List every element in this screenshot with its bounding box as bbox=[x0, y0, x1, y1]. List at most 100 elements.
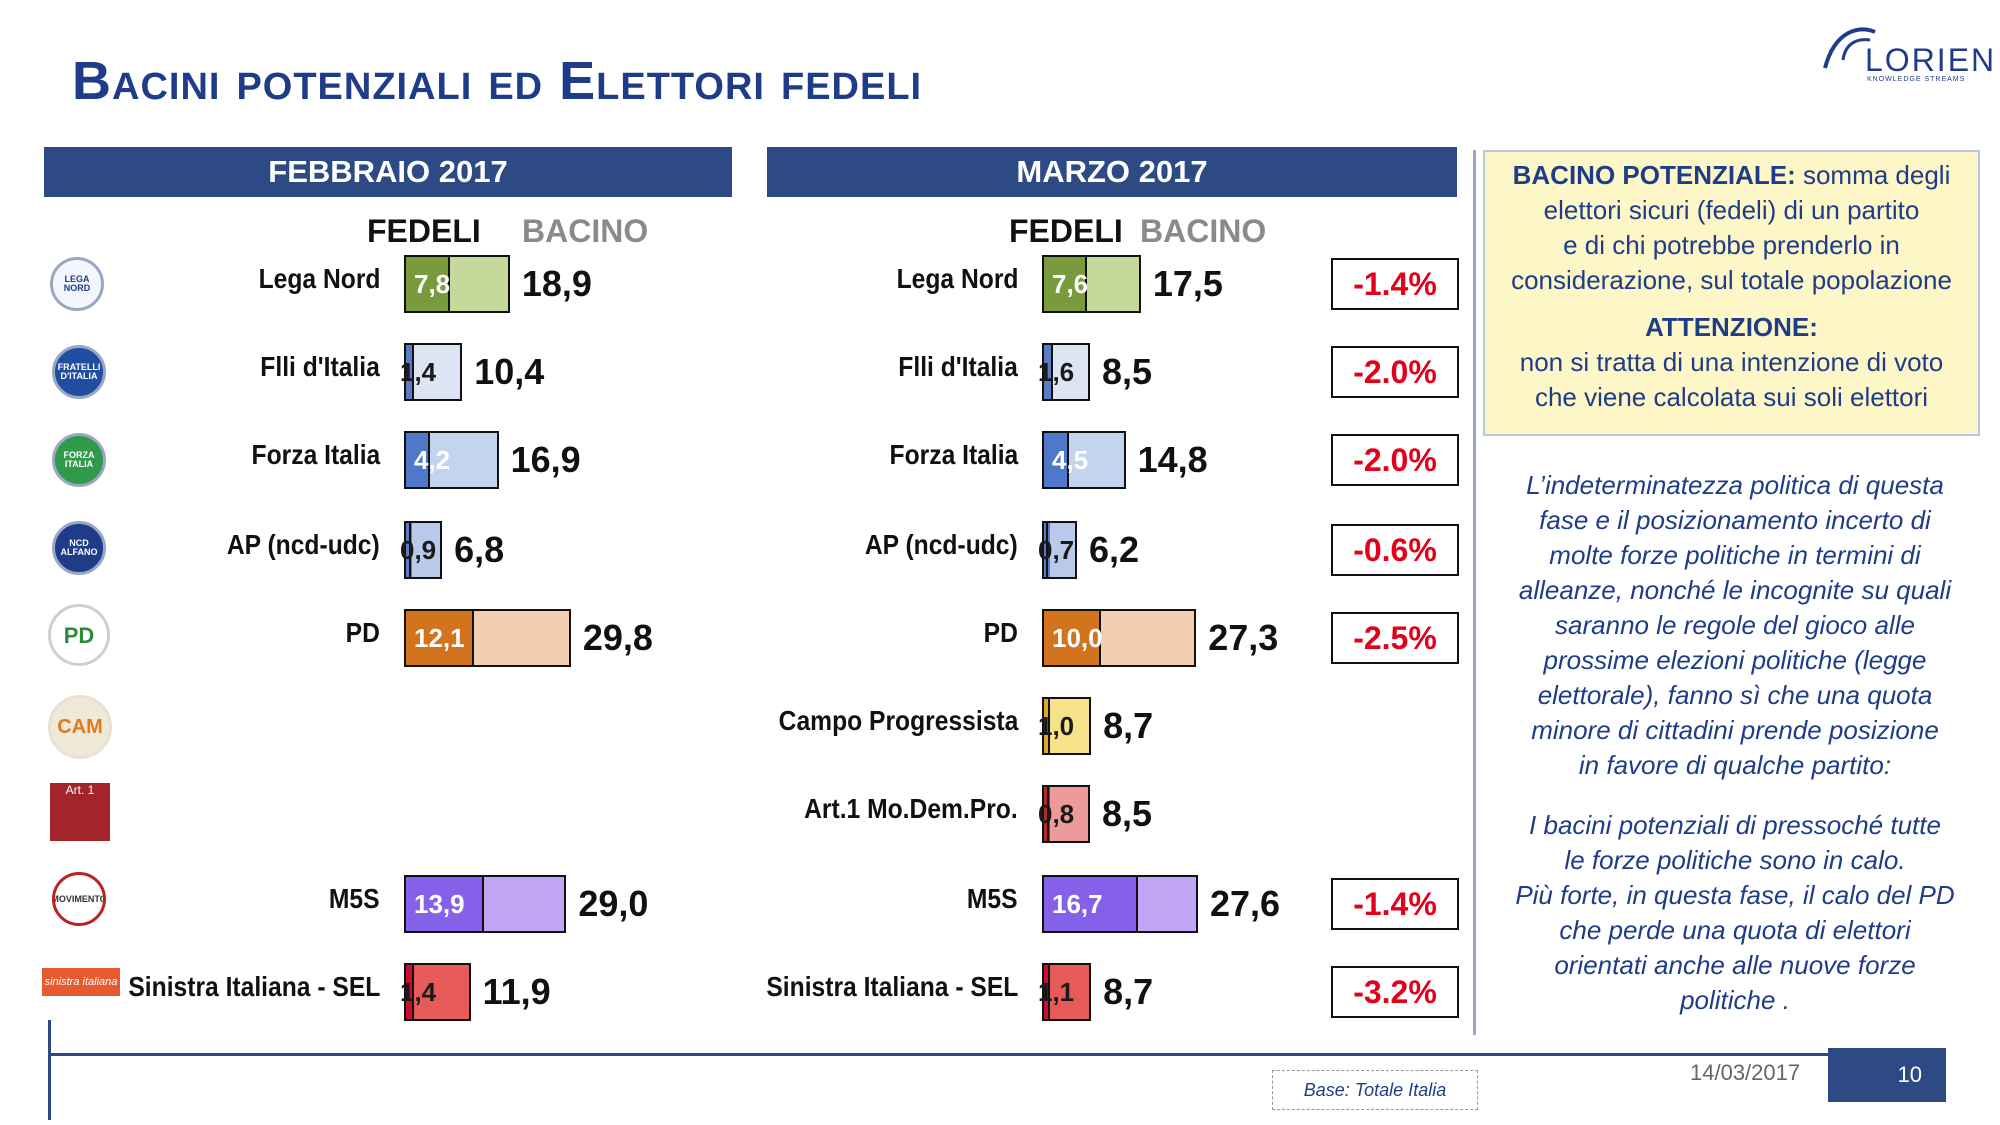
mar-fedeli-divider-sinistra-italiana-sel bbox=[1048, 963, 1051, 1021]
feb-fedeli-bar-forza-italia bbox=[406, 433, 430, 487]
fratelli-italia-logo: FRATELLI D'ITALIA bbox=[52, 345, 106, 399]
feb-bacino-value-m5s: 29,0 bbox=[578, 883, 649, 924]
mar-bacino-bar-art-1-mo-dem-pro bbox=[1042, 785, 1091, 843]
info-text-1b: elettori sicuri (fedeli) di un partito bbox=[1543, 195, 1920, 225]
info-box: BACINO POTENZIALE: somma degli elettori … bbox=[1483, 150, 1980, 436]
mar-label-lega-nord: Lega Nord bbox=[896, 263, 1018, 294]
footer-date: 14/03/2017 bbox=[1690, 1060, 1801, 1085]
m5s-logo-text: MOVIMENTO bbox=[52, 893, 106, 904]
mar-delta-pd: -2.5% bbox=[1331, 612, 1459, 664]
mar-label-flli-d-italia: Flli d'Italia bbox=[898, 351, 1018, 382]
mar-fedeli-divider-ap-ncd-udc bbox=[1045, 521, 1048, 579]
forza-italia-logo-text: FORZA ITALIA bbox=[63, 450, 95, 469]
feb-fedeli-divider-forza-italia bbox=[427, 431, 430, 489]
note-line: politiche . bbox=[1680, 985, 1790, 1015]
mar-label-ap-ncd-udc: AP (ncd-udc) bbox=[865, 529, 1018, 560]
forza-italia-logo: FORZA ITALIA bbox=[52, 433, 106, 487]
feb-bacino-header: BACINO bbox=[522, 213, 649, 249]
note-line: elettorale), fanno sì che una quota bbox=[1537, 680, 1933, 710]
mar-fedeli-divider-forza-italia bbox=[1067, 431, 1070, 489]
mar-fedeli-divider-campo-progressista bbox=[1047, 697, 1050, 755]
feb-fedeli-bar-pd bbox=[406, 611, 474, 665]
note-line: saranno le regole del gioco alle bbox=[1555, 610, 1915, 640]
mar-delta-sinistra-italiana-sel: -3.2% bbox=[1331, 966, 1459, 1018]
feb-fedeli-value-lega-nord: 7,8 bbox=[414, 269, 451, 299]
feb-fedeli-divider-m5s bbox=[481, 875, 484, 933]
feb-bacino-bar-sinistra-italiana-sel bbox=[404, 963, 471, 1021]
ap-ncd-logo: NCD ALFANO bbox=[52, 521, 106, 575]
feb-fedeli-bar-flli-d-italia bbox=[406, 345, 414, 399]
feb-label-m5s: M5S bbox=[329, 883, 380, 914]
mar-bacino-value-forza-italia: 14,8 bbox=[1137, 439, 1208, 480]
mar-label-art-1-mo-dem-pro: Art.1 Mo.Dem.Pro. bbox=[804, 793, 1018, 824]
feb-label-forza-italia: Forza Italia bbox=[251, 439, 380, 470]
feb-fedeli-divider-pd bbox=[471, 609, 474, 667]
mar-label-sinistra-italiana-sel: Sinistra Italiana - SEL bbox=[766, 971, 1018, 1002]
footer-base-box: Base: Totale Italia bbox=[1272, 1070, 1478, 1110]
art1-logo-text: Art. 1 bbox=[65, 783, 95, 797]
info-text-1c: e di chi potrebbe prenderlo in bbox=[1563, 230, 1900, 260]
mar-fedeli-bar-sinistra-italiana-sel bbox=[1044, 965, 1051, 1019]
feb-label-ap-ncd-udc: AP (ncd-udc) bbox=[227, 529, 380, 560]
note-line: le forze politiche sono in calo. bbox=[1564, 845, 1906, 875]
brand-logo: LORIEN KNOWLEDGE STREAMS bbox=[1815, 20, 1995, 90]
commentary-paragraph-1: L’indeterminatezza politica di questa fas… bbox=[1500, 468, 1970, 783]
note-line: orientati anche alle nuove forze bbox=[1554, 950, 1916, 980]
mar-fedeli-bar-forza-italia bbox=[1044, 433, 1070, 487]
note-line: I bacini potenziali di pressoché tutte bbox=[1529, 810, 1941, 840]
fratelli-italia-logo-text: FRATELLI D'ITALIA bbox=[57, 362, 101, 381]
note-line: L’indeterminatezza politica di questa bbox=[1526, 470, 1944, 500]
feb-bacino-value-flli-d-italia: 10,4 bbox=[474, 351, 545, 392]
info-heading-bacino: BACINO POTENZIALE: bbox=[1512, 160, 1796, 190]
mar-delta-m5s: -1.4% bbox=[1331, 878, 1459, 930]
feb-fedeli-value-pd: 12,1 bbox=[414, 623, 465, 653]
mar-fedeli-divider-flli-d-italia bbox=[1051, 343, 1054, 401]
feb-fedeli-bar-lega-nord bbox=[406, 257, 450, 311]
mar-fedeli-bar-flli-d-italia bbox=[1044, 345, 1054, 399]
mar-delta-flli-d-italia: -2.0% bbox=[1331, 346, 1459, 398]
mar-fedeli-value-flli-d-italia: 1,6 bbox=[1038, 357, 1075, 387]
mar-fedeli-header: FEDELI bbox=[1009, 213, 1123, 249]
sinistra-italiana-logo-text: sinistra italiana bbox=[44, 976, 118, 988]
feb-fedeli-value-ap-ncd-udc: 0,9 bbox=[400, 535, 437, 565]
lega-nord-logo: LEGA NORD bbox=[50, 257, 104, 311]
feb-fedeli-value-flli-d-italia: 1,4 bbox=[400, 357, 437, 387]
pd-logo-text: PD bbox=[63, 622, 95, 648]
right-divider bbox=[1473, 150, 1476, 1035]
panel-header-march: MARZO 2017 bbox=[767, 147, 1457, 197]
feb-fedeli-bar-ap-ncd-udc bbox=[406, 523, 412, 577]
brand-swirl-icon bbox=[1823, 27, 1876, 69]
info-line-1: BACINO POTENZIALE: somma degli bbox=[1485, 158, 1978, 193]
feb-label-pd: PD bbox=[345, 617, 380, 648]
feb-bacino-value-pd: 29,8 bbox=[582, 617, 653, 658]
info-text-2a: non si tratta di una intenzione di voto bbox=[1519, 347, 1944, 377]
page-title: Bacini potenziali ed Elettori fedeli bbox=[72, 51, 923, 111]
campo-progressista-logo: CAM bbox=[48, 695, 112, 759]
mar-fedeli-value-pd: 10,0 bbox=[1052, 623, 1103, 653]
info-text-1d: considerazione, sul totale popolazione bbox=[1511, 265, 1952, 295]
note-line: Più forte, in questa fase, il calo del P… bbox=[1515, 880, 1955, 910]
mar-bacino-value-flli-d-italia: 8,5 bbox=[1102, 351, 1153, 392]
mar-fedeli-divider-lega-nord bbox=[1084, 255, 1087, 313]
mar-fedeli-value-forza-italia: 4,5 bbox=[1052, 445, 1089, 475]
sinistra-italiana-logo: sinistra italiana bbox=[42, 968, 120, 996]
mar-bacino-value-art-1-mo-dem-pro: 8,5 bbox=[1102, 793, 1153, 834]
note-line: in favore di qualche partito: bbox=[1578, 750, 1892, 780]
mar-label-campo-progressista: Campo Progressista bbox=[778, 705, 1018, 736]
mar-fedeli-divider-pd bbox=[1098, 609, 1101, 667]
mar-fedeli-value-m5s: 16,7 bbox=[1052, 889, 1103, 919]
mar-fedeli-bar-pd bbox=[1044, 611, 1101, 665]
lega-nord-logo-text: LEGA NORD bbox=[63, 274, 91, 293]
feb-bacino-value-forza-italia: 16,9 bbox=[510, 439, 581, 480]
feb-fedeli-divider-flli-d-italia bbox=[411, 343, 414, 401]
info-text-2b: che viene calcolata sui soli elettori bbox=[1534, 382, 1929, 412]
mar-bacino-value-ap-ncd-udc: 6,2 bbox=[1089, 529, 1140, 570]
mar-label-forza-italia: Forza Italia bbox=[889, 439, 1018, 470]
info-text-1a: somma degli bbox=[1795, 160, 1951, 190]
mar-fedeli-value-lega-nord: 7,6 bbox=[1052, 269, 1089, 299]
mar-fedeli-bar-campo-progressista bbox=[1044, 699, 1050, 753]
mar-delta-ap-ncd-udc: -0.6% bbox=[1331, 524, 1459, 576]
panel-header-february: FEBBRAIO 2017 bbox=[44, 147, 732, 197]
note-line: che perde una quota di elettori bbox=[1559, 915, 1911, 945]
feb-fedeli-divider-ap-ncd-udc bbox=[409, 521, 412, 579]
